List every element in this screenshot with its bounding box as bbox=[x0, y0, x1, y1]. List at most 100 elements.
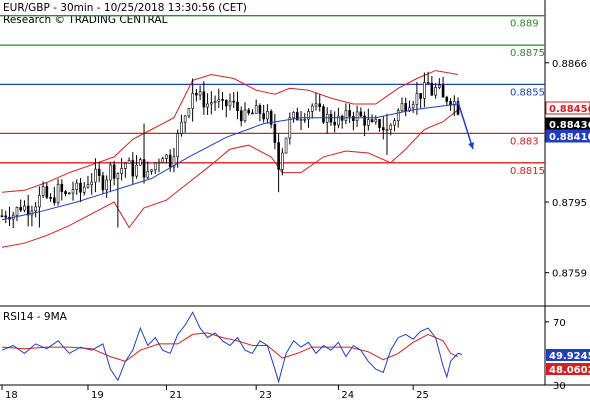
candle-body bbox=[419, 93, 422, 99]
candle-body bbox=[82, 186, 86, 193]
candle-body bbox=[109, 164, 112, 181]
candle-body bbox=[101, 175, 105, 191]
candle-body bbox=[374, 119, 378, 123]
x-tick-label: 19 bbox=[91, 390, 104, 400]
candle-body bbox=[400, 103, 404, 112]
candle-body bbox=[325, 113, 329, 123]
candle-body bbox=[71, 189, 75, 194]
candle-body bbox=[254, 105, 258, 114]
candle-body bbox=[396, 110, 400, 121]
candle-body bbox=[333, 121, 336, 126]
level-label-support: 0.8815 bbox=[510, 166, 545, 177]
candle-body bbox=[26, 205, 30, 216]
candle-body bbox=[367, 119, 370, 126]
candle-body bbox=[337, 115, 340, 126]
forecast-arrow bbox=[457, 101, 474, 150]
price-box-label: 0.88410 bbox=[549, 132, 590, 143]
candle-body bbox=[153, 162, 157, 171]
rsi-tick-label: 70 bbox=[553, 318, 566, 329]
candle-body bbox=[359, 111, 363, 117]
x-tick-label: 21 bbox=[169, 390, 182, 400]
price-box-label: 0.88456 bbox=[549, 104, 590, 115]
candle-body bbox=[198, 91, 202, 96]
price-tick-label: 0.8759 bbox=[552, 269, 587, 280]
level-lines: 0.889 0.8875 0.8855 0.883 0.8815 bbox=[0, 15, 545, 177]
moving-average-line bbox=[1, 103, 459, 221]
candle-body bbox=[86, 184, 90, 188]
candle-body bbox=[288, 117, 292, 139]
bollinger-upper bbox=[1, 70, 459, 193]
candle-body bbox=[318, 103, 322, 108]
candle-body bbox=[434, 87, 437, 96]
rsi-panel: RSI14 - 9MA 30 70 49.9245 48.0602 bbox=[1, 306, 590, 392]
level-label-resistance: 0.889 bbox=[510, 19, 539, 30]
candle-body bbox=[228, 100, 232, 107]
x-ticks: 18 19 21 23 24 25 bbox=[1, 385, 429, 400]
candle-body bbox=[210, 102, 213, 105]
level-label-pivot: 0.8855 bbox=[510, 87, 545, 98]
candle-body bbox=[38, 195, 41, 208]
candle-body bbox=[135, 164, 138, 177]
candle-body bbox=[41, 186, 45, 196]
candle-body bbox=[176, 133, 179, 158]
candle-body bbox=[404, 103, 407, 112]
chart-header-line2: Research © TRADING CENTRAL bbox=[3, 14, 168, 26]
candle-body bbox=[131, 160, 135, 177]
candle-body bbox=[363, 115, 366, 126]
candle-body bbox=[53, 197, 56, 204]
candle-body bbox=[295, 112, 299, 121]
candle-body bbox=[64, 191, 67, 195]
level-label-support: 0.883 bbox=[510, 136, 539, 147]
candle-body bbox=[224, 99, 228, 107]
x-tick-label: 18 bbox=[5, 390, 18, 400]
candle-body bbox=[206, 103, 209, 108]
candle-body bbox=[307, 110, 310, 120]
candle-body bbox=[15, 207, 19, 216]
candle-body bbox=[180, 121, 183, 134]
price-tick-label: 0.8795 bbox=[552, 198, 587, 209]
candle-body bbox=[426, 82, 430, 84]
candle-body bbox=[187, 108, 191, 117]
candle-body bbox=[247, 109, 251, 114]
price-box bbox=[545, 101, 590, 115]
candle-body bbox=[116, 173, 120, 179]
candle-body bbox=[273, 123, 277, 143]
moving-average bbox=[1, 103, 459, 221]
candle-body bbox=[172, 156, 176, 168]
candle-body bbox=[348, 110, 351, 117]
bollinger-lower bbox=[1, 109, 459, 248]
candle-body bbox=[168, 154, 172, 168]
candle-body bbox=[150, 169, 153, 172]
rsi-line-tail bbox=[457, 352, 463, 355]
rsi-lines bbox=[1, 311, 463, 384]
candle-body bbox=[251, 112, 254, 115]
price-panel: EUR/GBP - 30min - 10/25/2018 13:30:56 (C… bbox=[0, 0, 590, 307]
candle-body bbox=[423, 82, 426, 99]
candle-body bbox=[452, 101, 456, 106]
level-label-resistance: 0.8875 bbox=[510, 48, 545, 59]
candle-body bbox=[157, 161, 161, 164]
candle-body bbox=[34, 206, 37, 212]
rsi-value-box bbox=[546, 349, 590, 361]
candle-body bbox=[105, 179, 108, 191]
candle-body bbox=[441, 84, 445, 98]
candle-body bbox=[277, 142, 280, 170]
candle-body bbox=[23, 205, 26, 211]
x-axis: 18 19 21 23 24 25 bbox=[0, 384, 590, 400]
candle-body bbox=[232, 100, 236, 103]
candle-body bbox=[195, 93, 198, 96]
candle-body bbox=[124, 162, 127, 169]
candle-body bbox=[19, 207, 22, 211]
candle-body bbox=[389, 124, 393, 130]
candle-body bbox=[139, 159, 142, 166]
candle-body bbox=[445, 96, 449, 102]
candle-body bbox=[127, 160, 131, 164]
candle-body bbox=[378, 119, 381, 128]
candle-body bbox=[183, 115, 187, 123]
candle-body bbox=[284, 137, 288, 154]
candle-body bbox=[355, 111, 359, 121]
candle-body bbox=[344, 110, 348, 121]
candle-body bbox=[269, 110, 273, 125]
candle-body bbox=[221, 99, 224, 101]
